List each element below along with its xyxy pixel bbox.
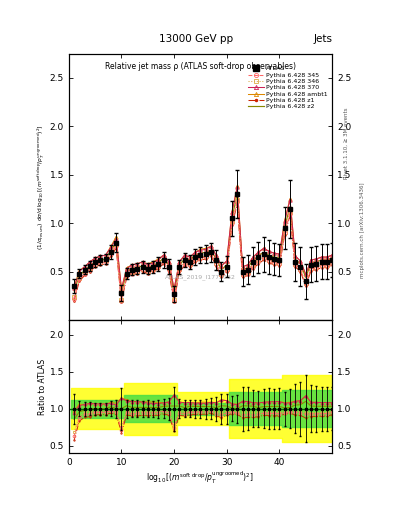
Text: ATLAS_2019_I1772062: ATLAS_2019_I1772062 <box>165 274 236 280</box>
Text: Rivet 3.1.10, ≥ 3M events: Rivet 3.1.10, ≥ 3M events <box>344 108 349 179</box>
Text: mcplots.cern.ch [arXiv:1306.3436]: mcplots.cern.ch [arXiv:1306.3436] <box>360 183 365 278</box>
Y-axis label: $(1/\sigma_\mathrm{resum})$ d$\sigma$/d$\,\log_{10}$[$(m^\mathrm{soft\,drop}/p_T: $(1/\sigma_\mathrm{resum})$ d$\sigma$/d$… <box>36 124 48 250</box>
X-axis label: $\log_{10}[(m^\mathrm{soft\ drop}/p_T^\mathrm{ungroomed})^2]$: $\log_{10}[(m^\mathrm{soft\ drop}/p_T^\m… <box>147 470 254 486</box>
Y-axis label: Ratio to ATLAS: Ratio to ATLAS <box>38 358 47 415</box>
Legend: ATLAS, Pythia 6.428 345, Pythia 6.428 346, Pythia 6.428 370, Pythia 6.428 ambt1,: ATLAS, Pythia 6.428 345, Pythia 6.428 34… <box>247 65 329 111</box>
Text: Jets: Jets <box>313 33 332 44</box>
Text: Relative jet mass ρ (ATLAS soft-drop observables): Relative jet mass ρ (ATLAS soft-drop obs… <box>105 62 296 71</box>
Text: 13000 GeV pp: 13000 GeV pp <box>160 33 233 44</box>
